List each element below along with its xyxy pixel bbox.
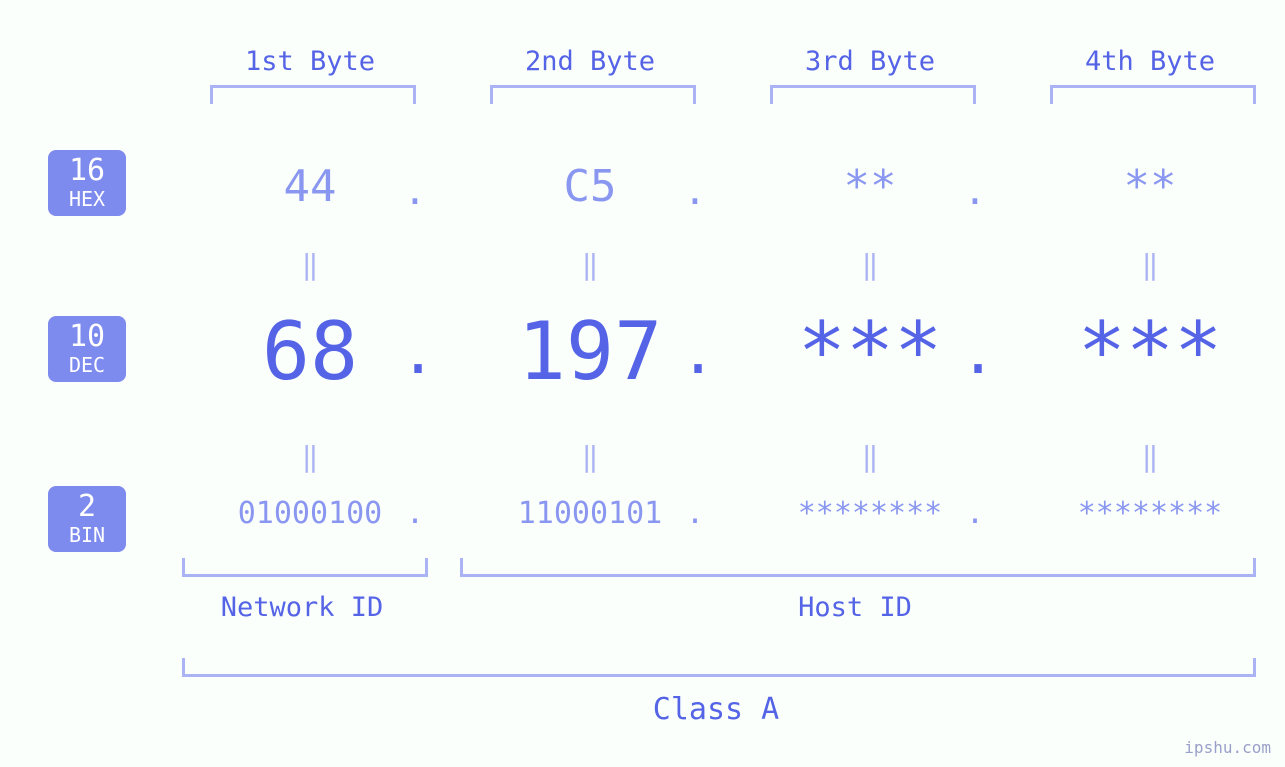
hex-dot-3: . — [960, 172, 990, 212]
byte-bracket-2 — [490, 85, 696, 104]
byte-label-2: 2nd Byte — [460, 46, 720, 77]
dec-byte-4: *** — [1020, 310, 1280, 394]
base-badge-hex: 16HEX — [48, 150, 126, 216]
equals-icon: ‖ — [740, 248, 1000, 281]
base-name-dec: DEC — [48, 354, 126, 376]
bin-dot-3: . — [960, 498, 990, 530]
base-number-hex: 16 — [48, 154, 126, 188]
bin-byte-4: ******** — [1020, 498, 1280, 530]
base-name-hex: HEX — [48, 188, 126, 210]
host-id-bracket — [460, 558, 1256, 577]
equals-icon: ‖ — [180, 440, 440, 473]
equals-icon: ‖ — [460, 248, 720, 281]
equals-icon: ‖ — [460, 440, 720, 473]
base-number-dec: 10 — [48, 320, 126, 354]
base-badge-bin: 2BIN — [48, 486, 126, 552]
byte-bracket-3 — [770, 85, 976, 104]
network-id-bracket — [182, 558, 428, 577]
equals-icon: ‖ — [180, 248, 440, 281]
dec-dot-2: . — [680, 322, 710, 385]
equals-icon: ‖ — [1020, 440, 1280, 473]
base-badge-dec: 10DEC — [48, 316, 126, 382]
base-number-bin: 2 — [48, 490, 126, 524]
class-bracket — [182, 658, 1256, 677]
base-name-bin: BIN — [48, 524, 126, 546]
dec-dot-3: . — [960, 322, 990, 385]
equals-icon: ‖ — [740, 440, 1000, 473]
hex-byte-4: ** — [1020, 164, 1280, 210]
hex-dot-1: . — [400, 172, 430, 212]
watermark: ipshu.com — [1184, 738, 1271, 757]
ip-diagram: 1st Byte 2nd Byte 3rd Byte 4th Byte 16HEX 10D… — [0, 0, 1285, 767]
bin-dot-1: . — [400, 498, 430, 530]
byte-label-3: 3rd Byte — [740, 46, 1000, 77]
byte-label-1: 1st Byte — [180, 46, 440, 77]
byte-label-4: 4th Byte — [1020, 46, 1280, 77]
host-id-label: Host ID — [460, 592, 1250, 623]
byte-bracket-4 — [1050, 85, 1256, 104]
class-label: Class A — [182, 692, 1250, 727]
equals-icon: ‖ — [1020, 248, 1280, 281]
dec-dot-1: . — [400, 322, 430, 385]
hex-dot-2: . — [680, 172, 710, 212]
network-id-label: Network ID — [182, 592, 422, 623]
bin-dot-2: . — [680, 498, 710, 530]
byte-bracket-1 — [210, 85, 416, 104]
